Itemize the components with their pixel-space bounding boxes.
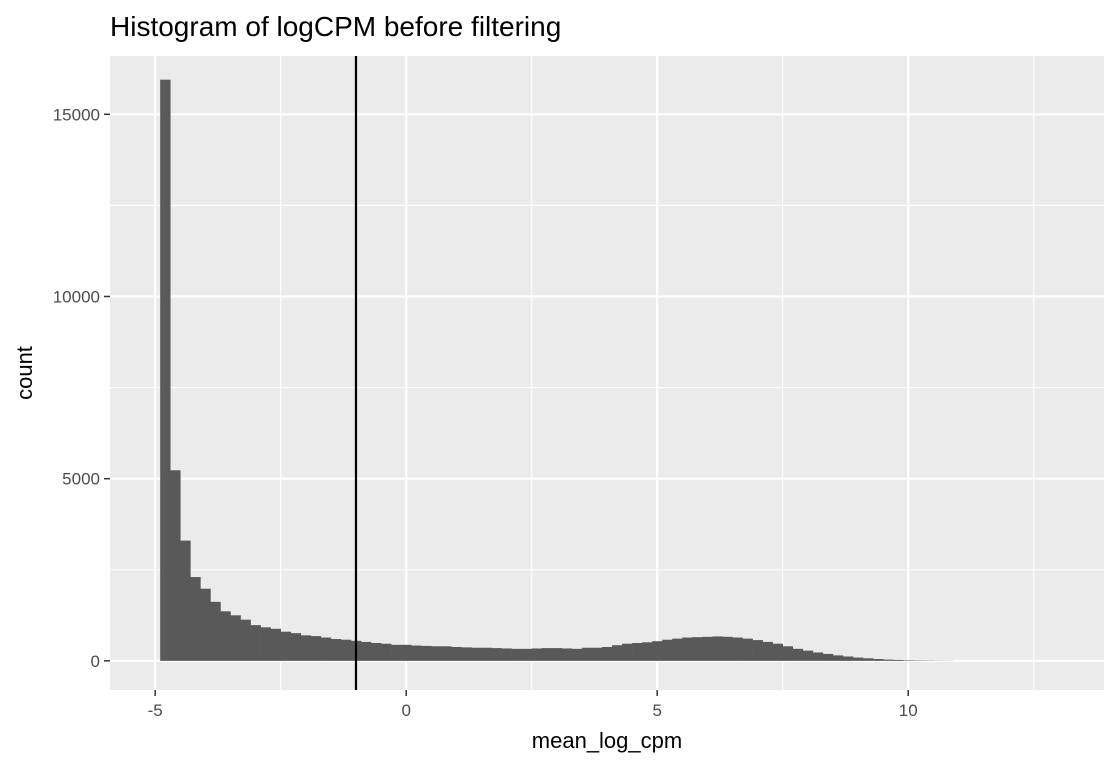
histogram-bar [551,648,563,661]
histogram-bar [812,652,824,661]
minor-grid [110,56,1104,690]
histogram-bar [903,660,914,661]
histogram-bar [381,643,392,661]
histogram-bar [401,644,412,661]
histogram-bar [240,619,251,661]
histogram-bar [732,637,743,661]
histogram-bar [531,648,543,661]
histogram-bar [622,643,633,661]
x-axis-title: mean_log_cpm [532,728,682,753]
histogram-bar [652,641,663,661]
histogram-bar [391,644,402,661]
histogram-bar [632,642,643,661]
histogram-bar [260,627,271,661]
histogram-bar [501,648,512,661]
histogram-bar [842,656,854,661]
histogram-bar [863,658,874,661]
histogram-bar [310,636,322,661]
histogram-bar [792,648,804,661]
histogram-bar [832,655,844,661]
histogram-bar [340,639,352,661]
y-tick-label: 10000 [53,287,100,306]
histogram-bar [511,648,522,661]
histogram-bar [441,646,452,661]
histogram-bar [320,637,332,661]
histogram-bar [561,648,573,661]
histogram-bar [581,647,593,661]
chart-title: Histogram of logCPM before filtering [110,11,561,42]
histogram-bar [762,641,773,661]
histogram-bar [230,615,241,661]
histogram-bar [270,628,281,661]
x-tick-label: 0 [401,701,410,720]
y-axis-title: count [12,346,37,400]
histogram-bar [461,647,472,661]
histogram-bar [612,645,623,661]
histogram-bar [782,646,794,661]
histogram-bar [642,642,653,661]
histogram-bar [180,540,191,661]
histogram-bar [411,645,422,661]
histogram-bar [280,631,292,661]
histogram-bar [591,647,603,661]
y-tick-label: 15000 [53,105,100,124]
histogram-bar [852,657,864,661]
plot-panel [110,56,1104,690]
histogram-bar [371,642,382,661]
histogram-bar [330,638,342,661]
histogram-bar [200,588,211,661]
histogram-bar [170,470,181,661]
histogram-bar [682,637,693,661]
histogram-bar [431,646,442,661]
histogram-bar [702,636,713,661]
histogram-bar [491,648,502,661]
histogram-bar [571,648,583,661]
histogram-bar [893,659,904,661]
histogram-bar [601,647,613,661]
histogram-bar [290,633,302,661]
histogram-bar [521,648,532,661]
histogram-bar [873,659,884,661]
y-tick-label: 5000 [62,470,100,489]
histogram-bar [190,577,201,661]
histogram-bar [662,639,673,661]
histogram-bars [160,79,954,661]
histogram-bar [692,637,703,661]
histogram-bar [451,647,462,661]
histogram-bar [421,645,432,661]
y-tick-label: 0 [91,652,100,671]
histogram-bar [160,79,171,661]
histogram-bar [541,648,553,661]
x-tick-label: 10 [899,701,918,720]
histogram-bar [220,611,231,661]
histogram-bar [210,601,221,661]
histogram-bar [361,641,372,661]
histogram-bar [471,647,482,661]
histogram-bar [712,636,723,661]
x-axis-ticks: -5 0 5 10 [148,690,918,720]
x-tick-label: 5 [652,701,661,720]
histogram-bar [672,638,683,661]
histogram-bar [802,650,814,661]
y-axis-ticks: 0 5000 10000 15000 [53,105,110,671]
histogram-bar [250,625,261,661]
histogram-bar [300,635,312,661]
histogram-bar [742,638,753,661]
histogram-bar [481,647,492,661]
histogram-bar [722,636,733,661]
histogram-bar [822,653,834,661]
histogram-bar [752,640,763,661]
x-tick-label: -5 [148,701,163,720]
histogram-bar [772,643,784,661]
histogram-bar [883,659,894,661]
